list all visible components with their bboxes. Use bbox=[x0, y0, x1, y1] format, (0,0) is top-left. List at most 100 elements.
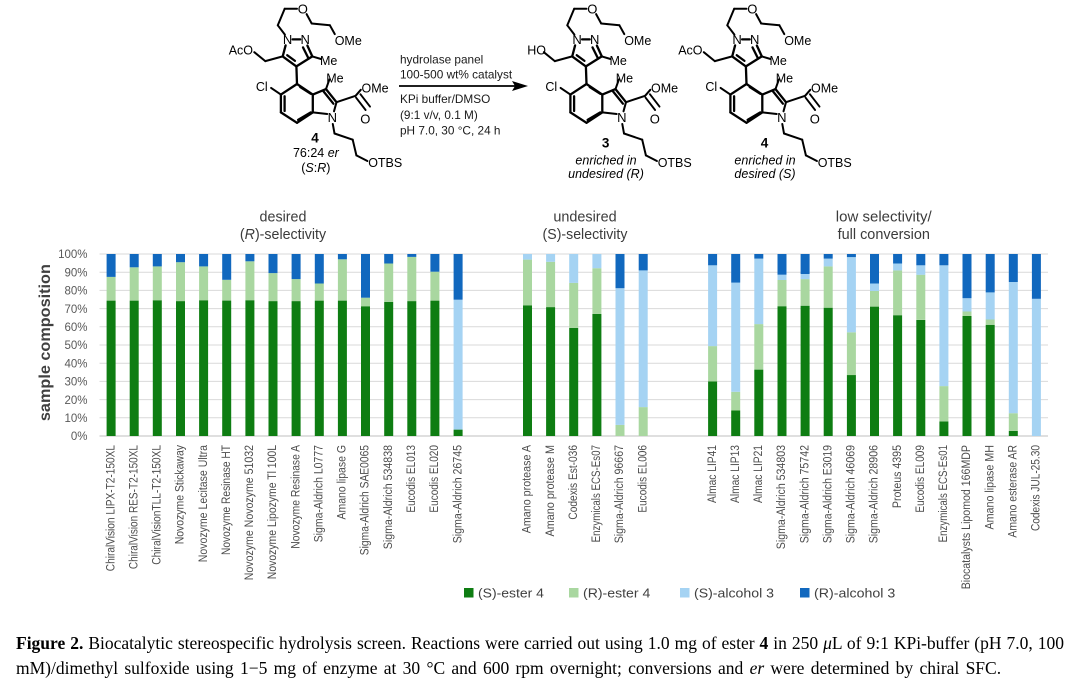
svg-text:Novozyme Stickaway: Novozyme Stickaway bbox=[175, 445, 187, 545]
svg-text:undesired (R): undesired (R) bbox=[568, 167, 644, 181]
svg-text:Eucodis EL013: Eucodis EL013 bbox=[406, 445, 418, 513]
svg-text:(S:R): (S:R) bbox=[301, 161, 330, 175]
svg-text:OMe: OMe bbox=[335, 34, 362, 48]
svg-text:80%: 80% bbox=[64, 286, 87, 298]
svg-text:HO: HO bbox=[527, 44, 546, 58]
svg-text:hydrolase panel: hydrolase panel bbox=[400, 52, 483, 66]
svg-text:20%: 20% bbox=[64, 395, 87, 407]
svg-text:Novozyme Lecitase Ultra: Novozyme Lecitase Ultra bbox=[198, 444, 210, 562]
svg-text:O: O bbox=[650, 111, 660, 126]
svg-text:O: O bbox=[810, 111, 820, 126]
svg-text:Sigma-Aldrich L0777: Sigma-Aldrich L0777 bbox=[314, 445, 326, 542]
svg-text:90%: 90% bbox=[64, 267, 87, 279]
svg-text:N: N bbox=[283, 32, 292, 47]
svg-text:ChiralVision RES-T2-150XL: ChiralVision RES-T2-150XL bbox=[128, 444, 140, 569]
svg-text:Novozyme Lipozyme Tl 100L: Novozyme Lipozyme Tl 100L bbox=[267, 444, 279, 579]
svg-text:Cl: Cl bbox=[705, 80, 717, 94]
svg-text:Sigma-Aldrich SAE0065: Sigma-Aldrich SAE0065 bbox=[360, 445, 372, 555]
svg-text:sample composition: sample composition bbox=[37, 264, 54, 421]
svg-text:Amano esterase AR: Amano esterase AR bbox=[1008, 445, 1020, 538]
svg-text:100%: 100% bbox=[58, 249, 87, 261]
svg-text:Almac LIP41: Almac LIP41 bbox=[707, 445, 719, 503]
svg-text:OMe: OMe bbox=[651, 81, 678, 95]
svg-text:Novozyme Resinase HT: Novozyme Resinase HT bbox=[221, 445, 233, 555]
svg-text:4: 4 bbox=[311, 130, 319, 145]
svg-text:Sigma-Aldrich 28906: Sigma-Aldrich 28906 bbox=[869, 445, 881, 543]
svg-text:desired (S): desired (S) bbox=[734, 167, 795, 181]
svg-text:3: 3 bbox=[602, 136, 610, 151]
svg-text:0%: 0% bbox=[71, 431, 88, 443]
svg-text:N: N bbox=[328, 110, 337, 125]
svg-text:Enzymicals ECS-Es01: Enzymicals ECS-Es01 bbox=[938, 445, 950, 542]
svg-text:O: O bbox=[360, 111, 370, 126]
svg-text:Sigma-Aldrich 96667: Sigma-Aldrich 96667 bbox=[614, 445, 626, 543]
svg-text:N: N bbox=[617, 110, 626, 125]
svg-text:Cl: Cl bbox=[545, 80, 557, 94]
svg-text:Eucodis EL009: Eucodis EL009 bbox=[915, 445, 927, 513]
svg-text:Sigma-Aldrich 534838: Sigma-Aldrich 534838 bbox=[383, 445, 395, 549]
svg-text:KPi buffer/DMSO: KPi buffer/DMSO bbox=[400, 92, 490, 106]
svg-text:Novozyme Novozyme 51032: Novozyme Novozyme 51032 bbox=[244, 445, 256, 580]
svg-text:70%: 70% bbox=[64, 304, 87, 316]
svg-text:low selectivity/: low selectivity/ bbox=[836, 210, 933, 226]
svg-text:OMe: OMe bbox=[811, 81, 838, 95]
svg-text:Amano lipase MH: Amano lipase MH bbox=[984, 445, 996, 530]
svg-text:30%: 30% bbox=[64, 377, 87, 389]
svg-text:ChiralVision LIPX-T2-150XL: ChiralVision LIPX-T2-150XL bbox=[105, 444, 117, 571]
svg-text:full conversion: full conversion bbox=[838, 227, 930, 243]
svg-text:Proteus 4395: Proteus 4395 bbox=[892, 445, 904, 508]
svg-text:O: O bbox=[747, 1, 757, 16]
svg-text:Cl: Cl bbox=[256, 80, 268, 94]
svg-text:Biocatalysts Lipomod 166MDP: Biocatalysts Lipomod 166MDP bbox=[961, 445, 973, 590]
svg-text:OTBS: OTBS bbox=[368, 156, 402, 170]
svg-text:OMe: OMe bbox=[624, 34, 651, 48]
svg-text:(R)-ester 4: (R)-ester 4 bbox=[583, 586, 650, 601]
svg-text:O: O bbox=[587, 1, 597, 16]
svg-text:N: N bbox=[777, 110, 786, 125]
svg-text:AcO: AcO bbox=[229, 44, 254, 58]
svg-text:OMe: OMe bbox=[784, 34, 811, 48]
svg-text:Me: Me bbox=[616, 71, 633, 85]
svg-text:undesired: undesired bbox=[553, 210, 616, 226]
svg-text:Amano lipase G: Amano lipase G bbox=[337, 445, 349, 520]
svg-text:N: N bbox=[301, 32, 310, 47]
svg-text:Sigma-Aldrich 534803: Sigma-Aldrich 534803 bbox=[776, 445, 788, 549]
svg-text:Sigma-Aldrich E3019: Sigma-Aldrich E3019 bbox=[822, 445, 834, 543]
svg-text:50%: 50% bbox=[64, 340, 87, 352]
svg-text:Me: Me bbox=[326, 71, 343, 85]
svg-text:Enzymicals ECS-Es07: Enzymicals ECS-Es07 bbox=[591, 445, 603, 542]
svg-text:Almac LIP13: Almac LIP13 bbox=[730, 445, 742, 503]
svg-text:N: N bbox=[750, 32, 759, 47]
svg-text:enriched in: enriched in bbox=[734, 154, 795, 168]
svg-text:Amano protease M: Amano protease M bbox=[545, 445, 557, 537]
svg-text:Me: Me bbox=[320, 54, 337, 68]
svg-text:Me: Me bbox=[770, 54, 787, 68]
svg-text:O: O bbox=[298, 1, 308, 16]
svg-text:(S)-alcohol 3: (S)-alcohol 3 bbox=[694, 586, 774, 601]
svg-text:Amano protease A: Amano protease A bbox=[522, 445, 534, 534]
svg-text:Sigma-Aldrich 46069: Sigma-Aldrich 46069 bbox=[846, 445, 858, 543]
svg-text:Sigma-Aldrich 26745: Sigma-Aldrich 26745 bbox=[452, 445, 464, 543]
svg-text:N: N bbox=[732, 32, 741, 47]
svg-text:10%: 10% bbox=[64, 413, 87, 425]
svg-text:AcO: AcO bbox=[678, 44, 703, 58]
svg-text:Eucodis EL020: Eucodis EL020 bbox=[429, 445, 441, 513]
svg-text:Me: Me bbox=[776, 71, 793, 85]
svg-text:Codexis Est-036: Codexis Est-036 bbox=[568, 445, 580, 520]
svg-text:Novozyme Resinase A: Novozyme Resinase A bbox=[290, 445, 302, 549]
svg-text:Me: Me bbox=[610, 54, 627, 68]
svg-text:pH 7.0, 30 °C, 24 h: pH 7.0, 30 °C, 24 h bbox=[400, 124, 500, 138]
svg-text:N: N bbox=[590, 32, 599, 47]
svg-text:Eucodis EL006: Eucodis EL006 bbox=[637, 445, 649, 513]
svg-text:desired: desired bbox=[260, 210, 307, 226]
svg-text:(R)-selectivity: (R)-selectivity bbox=[240, 227, 327, 243]
svg-text:(S)-selectivity: (S)-selectivity bbox=[543, 227, 629, 243]
svg-text:(R)-alcohol 3: (R)-alcohol 3 bbox=[814, 586, 895, 601]
svg-text:enriched in: enriched in bbox=[575, 154, 636, 168]
svg-text:40%: 40% bbox=[64, 358, 87, 370]
svg-text:100-500 wt% catalyst: 100-500 wt% catalyst bbox=[400, 67, 513, 81]
svg-text:(S)-ester 4: (S)-ester 4 bbox=[478, 586, 544, 601]
svg-text:76:24 er: 76:24 er bbox=[293, 146, 340, 160]
svg-text:Codexis JUL-25.30: Codexis JUL-25.30 bbox=[1031, 445, 1043, 531]
svg-text:ChiralVisionTLL-T2-150XL: ChiralVisionTLL-T2-150XL bbox=[152, 444, 164, 564]
